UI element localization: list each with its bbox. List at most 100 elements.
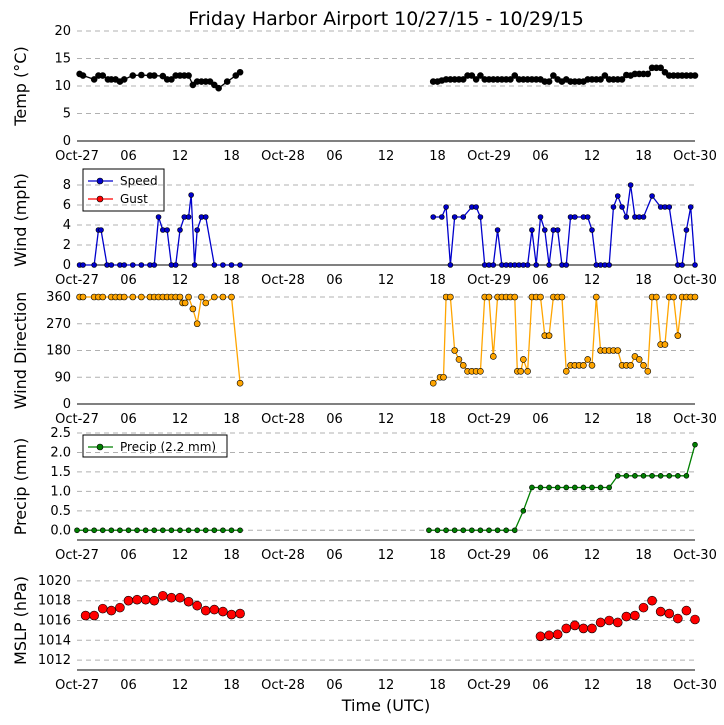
data-point [570,620,580,631]
x-tick-label: Oct-27 [55,412,99,427]
data-point [79,72,87,79]
data-point [211,527,218,534]
data-point [155,214,162,220]
y-tick-label: 10 [54,79,71,94]
y-tick-label: 8 [63,178,71,193]
x-tick-label: 06 [120,548,137,563]
data-point [106,605,117,616]
data-point [674,332,682,339]
data-point [99,72,107,79]
data-point [455,356,463,363]
x-tick-label: 18 [223,678,240,693]
series-line [79,295,241,384]
data-point [661,341,669,348]
data-point [545,78,553,85]
data-point [120,76,128,83]
data-point [80,262,86,268]
data-point [679,262,685,268]
data-point [220,262,226,268]
data-point [647,595,657,606]
data-point [580,362,587,369]
data-point [537,484,544,491]
data-point [635,356,643,363]
data-point [134,527,140,534]
data-point [666,472,673,479]
x-tick-label: 18 [635,273,652,288]
data-point [235,608,245,619]
data-point [447,262,454,268]
data-point [218,606,228,617]
x-tick-label: 18 [635,412,652,427]
data-point [621,611,632,622]
data-point [690,614,700,625]
data-point [237,262,243,268]
x-tick-label: Oct-27 [55,273,99,288]
data-point [166,592,177,603]
data-point [588,362,596,369]
precip-panel: Precip (mm) Precip (2.2 mm) 0.0 0.5 1.0 1.5… [11,426,717,563]
data-point [189,305,197,313]
data-point [459,362,467,369]
data-point [638,602,649,613]
data-point [517,368,525,375]
data-point [552,629,563,640]
data-point [692,262,698,268]
data-point [630,610,640,621]
data-point [451,347,458,354]
x-tick-label: 06 [326,412,343,427]
y-tick-label: 180 [46,344,71,359]
x-tick-label: Oct-30 [673,678,717,693]
x-tick-label: 18 [635,149,652,164]
data-point [653,293,660,301]
data-point [640,362,647,369]
data-point [232,72,240,79]
data-point [158,590,168,601]
data-point [211,293,218,301]
data-point [228,527,235,534]
data-point [74,527,80,534]
data-point [185,527,192,534]
x-tick-label: Oct-27 [55,149,99,164]
data-point [554,227,561,233]
data-point [503,527,509,534]
data-point [459,76,467,83]
data-point [554,484,561,491]
data-point [236,68,244,76]
data-point [597,76,604,83]
x-tick-label: 12 [378,548,395,563]
data-point [477,527,484,534]
data-point [572,484,578,491]
data-point [82,527,89,534]
data-point [511,72,519,79]
data-point [215,84,222,92]
data-point [546,262,552,268]
data-point [226,609,237,620]
series-line [428,444,696,531]
data-point [91,527,97,534]
data-point [562,368,570,375]
data-point [657,472,664,479]
x-tick-label: 06 [120,412,137,427]
wind-ylabel: Wind (mph) [11,173,30,267]
data-point [202,214,209,220]
data-point [601,72,609,79]
data-point [138,293,145,301]
data-point [544,630,554,641]
data-point [546,484,552,491]
data-point [188,192,194,198]
y-tick-label: 4 [63,218,71,233]
data-point [541,227,548,233]
data-point [140,594,151,605]
x-tick-label: 18 [635,678,652,693]
data-point [129,72,137,79]
data-point [220,527,226,534]
x-tick-label: Oct-28 [261,273,305,288]
data-point [619,204,625,210]
y-tick-label: 270 [46,317,71,332]
data-point [486,527,492,534]
x-tick-label: Oct-28 [261,678,305,693]
data-point [177,227,183,233]
data-point [592,293,600,301]
y-tick-label: 0.5 [50,504,71,519]
